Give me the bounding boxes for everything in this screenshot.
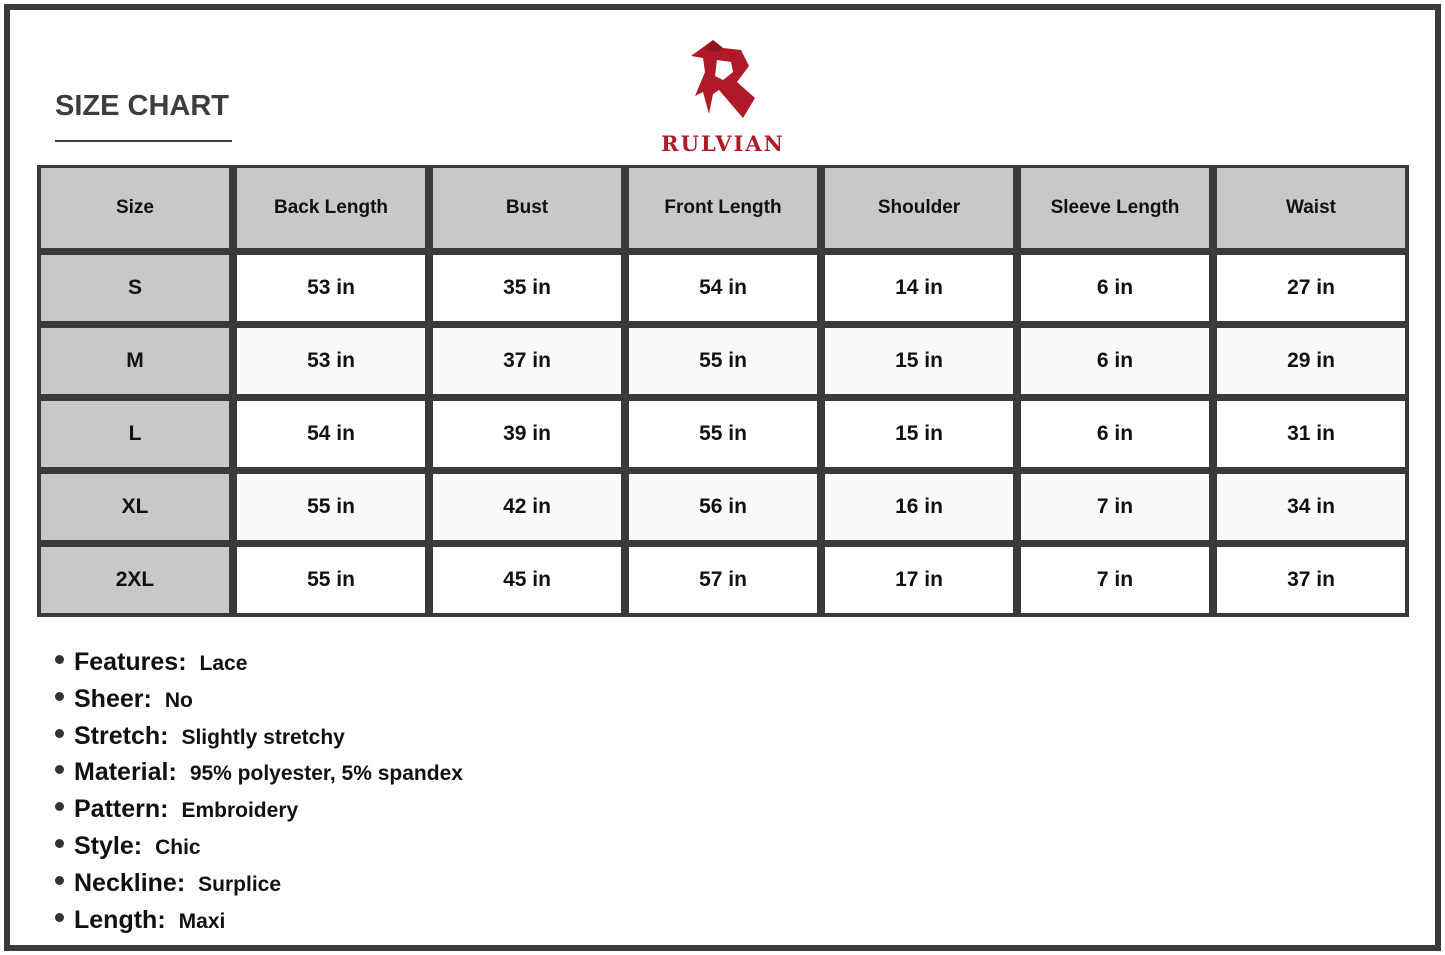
feature-item: Features: Lace (55, 648, 463, 685)
bullet-icon (55, 691, 64, 701)
measurement-cell: 16 in (825, 474, 1013, 540)
page-border (4, 4, 1441, 951)
feature-value: Surplice (198, 872, 282, 896)
measurement-cell: 45 in (433, 547, 621, 613)
bullet-icon (55, 728, 64, 738)
measurement-cell: 15 in (825, 401, 1013, 467)
measurement-cell: 27 in (1217, 255, 1405, 321)
page-title: SIZE CHART (55, 90, 229, 122)
column-header: Waist (1217, 168, 1405, 248)
feature-item: Neckline: Surplice (55, 869, 463, 906)
bullet-icon (55, 765, 64, 775)
feature-label: Pattern: (74, 795, 169, 824)
measurement-cell: 6 in (1021, 328, 1209, 394)
column-header: Back Length (237, 168, 425, 248)
feature-value: No (164, 688, 193, 712)
bullet-icon (55, 802, 64, 812)
size-label-cell: 2XL (41, 547, 229, 613)
measurement-cell: 53 in (237, 328, 425, 394)
feature-value: Slightly stretchy (181, 725, 345, 749)
feature-value: Lace (199, 652, 248, 675)
measurement-cell: 54 in (237, 401, 425, 467)
bullet-icon (55, 875, 64, 885)
measurement-cell: 55 in (237, 474, 425, 540)
feature-value: Chic (155, 835, 201, 859)
brand-logo: RULVIAN (648, 38, 798, 156)
measurement-cell: 42 in (433, 474, 621, 540)
measurement-cell: 29 in (1217, 328, 1405, 394)
measurement-cell: 55 in (629, 401, 817, 467)
feature-label: Stretch: (74, 721, 169, 750)
measurement-cell: 7 in (1021, 547, 1209, 613)
feature-item: Pattern: Embroidery (55, 795, 463, 832)
feature-label: Length: (74, 905, 166, 934)
feature-item: Style: Chic (55, 832, 463, 869)
feature-label: Style: (74, 831, 143, 860)
measurement-cell: 15 in (825, 328, 1013, 394)
measurement-cell: 6 in (1021, 255, 1209, 321)
measurement-cell: 55 in (237, 547, 425, 613)
measurement-cell: 55 in (629, 328, 817, 394)
column-header: Front Length (629, 168, 817, 248)
size-label-cell: L (41, 401, 229, 467)
measurement-cell: 37 in (1217, 547, 1405, 613)
feature-item: Material: 95% polyester, 5% spandex (55, 758, 463, 795)
size-label-cell: XL (41, 474, 229, 540)
measurement-cell: 56 in (629, 474, 817, 540)
title-underline (55, 140, 232, 142)
rulvian-r-logo-icon (691, 40, 755, 118)
measurement-cell: 31 in (1217, 401, 1405, 467)
bullet-icon (55, 838, 64, 848)
column-header: Shoulder (825, 168, 1013, 248)
feature-label: Sheer: (74, 684, 152, 713)
measurement-cell: 35 in (433, 255, 621, 321)
measurement-cell: 39 in (433, 401, 621, 467)
measurement-cell: 37 in (433, 328, 621, 394)
column-header: Bust (433, 168, 621, 248)
measurement-cell: 54 in (629, 255, 817, 321)
measurement-cell: 7 in (1021, 474, 1209, 540)
feature-item: Stretch: Slightly stretchy (55, 722, 463, 759)
feature-item: Length: Maxi (55, 906, 463, 943)
column-header: Sleeve Length (1021, 168, 1209, 248)
measurement-cell: 6 in (1021, 401, 1209, 467)
size-table: Size Back Length Bust Front Length Shoulder S… (37, 165, 1409, 617)
feature-value: Embroidery (181, 799, 299, 823)
feature-item: Sheer: No (55, 685, 463, 722)
measurement-cell: 17 in (825, 547, 1013, 613)
feature-list: Features: Lace Sheer: No Stretch: Slightly st… (55, 648, 463, 942)
brand-name: RULVIAN (661, 131, 785, 156)
size-label-cell: M (41, 328, 229, 394)
feature-label: Material: (74, 758, 177, 787)
bullet-icon (55, 655, 64, 664)
feature-label: Features: (74, 648, 187, 676)
size-label-cell: S (41, 255, 229, 321)
measurement-cell: 14 in (825, 255, 1013, 321)
feature-label: Neckline: (74, 868, 186, 897)
bullet-icon (55, 912, 64, 922)
column-header: Size (41, 168, 229, 248)
measurement-cell: 53 in (237, 255, 425, 321)
feature-value: Maxi (178, 909, 226, 933)
measurement-cell: 34 in (1217, 474, 1405, 540)
measurement-cell: 57 in (629, 547, 817, 613)
feature-value: 95% polyester, 5% spandex (189, 762, 463, 786)
